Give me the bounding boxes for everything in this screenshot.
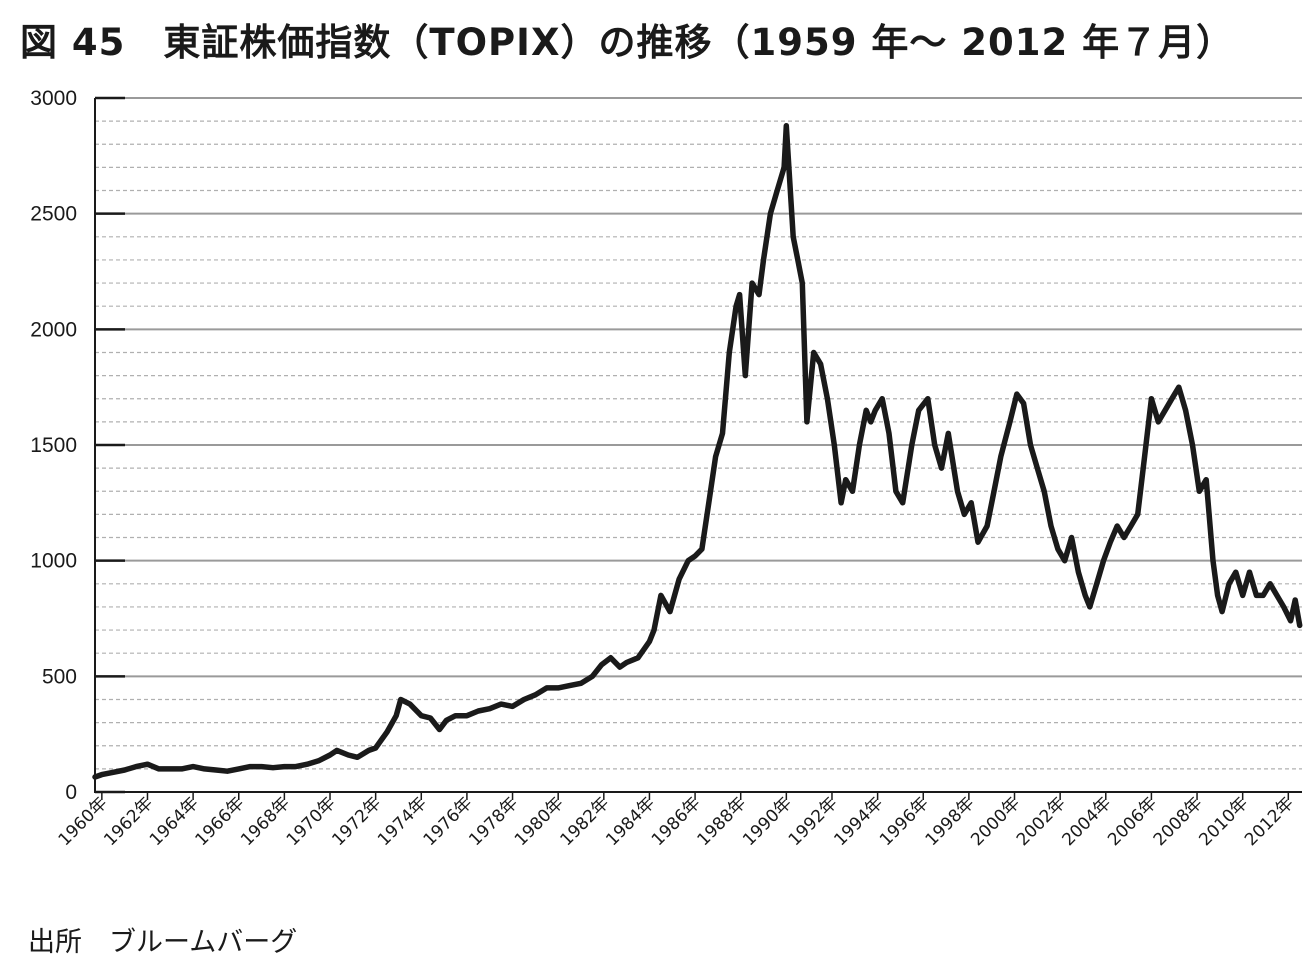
source-note: 出所 ブルームバーグ [28, 927, 298, 958]
y-tick-label: 2500 [30, 203, 77, 226]
x-tick-label: 1962年 [100, 793, 157, 850]
y-tick-label: 1000 [30, 550, 77, 573]
x-tick-label: 1970年 [283, 793, 340, 850]
x-tick-label: 1976年 [420, 793, 477, 850]
x-tick-label: 2002年 [1013, 793, 1070, 850]
x-axis-tick-labels: 1960年1962年1964年1966年1968年1970年1972年1974年… [55, 793, 1298, 850]
x-tick-label: 2006年 [1104, 793, 1161, 850]
topix-series-line [92, 123, 1303, 780]
y-tick-label: 3000 [30, 87, 77, 110]
x-tick-label: 1980年 [511, 793, 568, 850]
x-tick-label: 1982年 [557, 793, 614, 850]
x-tick-label: 1984年 [602, 793, 659, 850]
x-tick-label: 1990年 [739, 793, 796, 850]
x-tick-label: 1996年 [876, 793, 933, 850]
chart-title: 図 45 東証株価指数（TOPIX）の推移（1959 年～ 2012 年７月） [20, 21, 1235, 64]
x-tick-label: 1992年 [785, 793, 842, 850]
x-tick-label: 2012年 [1241, 793, 1298, 850]
axes [94, 96, 1302, 800]
x-tick-label: 1968年 [237, 793, 294, 850]
y-tick-label: 2000 [30, 318, 77, 341]
x-tick-label: 1978年 [465, 793, 522, 850]
x-tick-label: 2010年 [1195, 793, 1252, 850]
x-tick-label: 1994年 [830, 793, 887, 850]
y-tick-label: 500 [42, 665, 77, 688]
y-tick-label: 1500 [30, 434, 77, 457]
x-tick-label: 2008年 [1150, 793, 1207, 850]
x-tick-label: 1960年 [55, 793, 112, 850]
x-tick-label: 2000年 [967, 793, 1024, 850]
x-tick-label: 1974年 [374, 793, 431, 850]
x-tick-label: 1964年 [146, 793, 203, 850]
x-tick-label: 1988年 [693, 793, 750, 850]
x-tick-label: 1986年 [648, 793, 705, 850]
x-tick-label: 1966年 [192, 793, 249, 850]
grid-lines [95, 97, 1302, 770]
series-layer [92, 123, 1303, 780]
x-tick-label: 1972年 [328, 793, 385, 850]
x-tick-label: 1998年 [922, 793, 979, 850]
x-tick-label: 2004年 [1059, 793, 1116, 850]
y-tick-label: 0 [65, 781, 77, 804]
y-axis-tick-labels: 0 500 1000 1500 2000 2500 3000 [30, 87, 77, 804]
